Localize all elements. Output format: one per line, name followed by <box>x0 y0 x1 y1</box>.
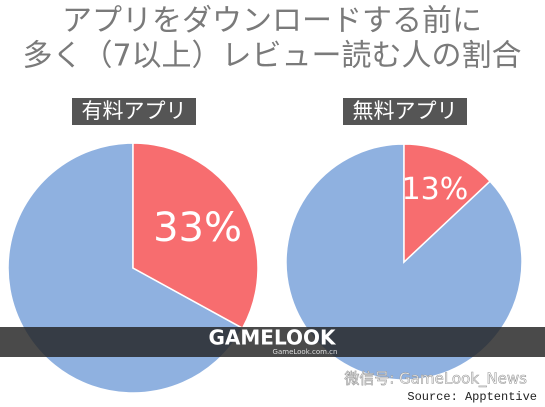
pies: 有料アプリ 33% 無料アプリ 13% <box>7 98 523 394</box>
pie-title-box <box>72 98 196 125</box>
watermark-brand: GAMELOOK <box>209 326 337 350</box>
watermark-band <box>0 327 545 357</box>
pie-slice <box>403 143 492 264</box>
watermark-wechat: 微信号: GameLook_News <box>344 370 527 389</box>
source: Source: Apptentive <box>407 390 537 404</box>
title-line: 多く（7以上）レビュー読む人の割合 <box>22 39 521 74</box>
value-label: 13% <box>402 172 469 207</box>
watermark-site: GameLook.com.cn <box>273 348 338 356</box>
pie-title: 有料アプリ <box>82 99 187 123</box>
pie-title-box <box>343 98 467 125</box>
title-line: アプリをダウンロードする前に <box>62 4 482 39</box>
pie-slice <box>285 143 523 381</box>
pie-title: 無料アプリ <box>353 99 458 123</box>
pie-slice <box>132 142 259 330</box>
value-label: 33% <box>153 205 242 251</box>
